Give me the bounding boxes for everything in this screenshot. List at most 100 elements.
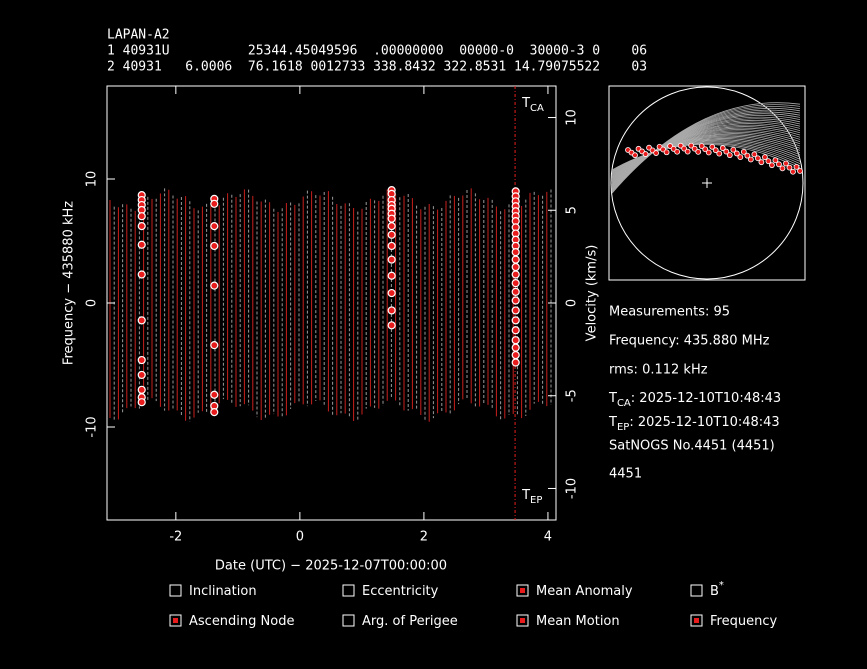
checkbox[interactable]: true xyxy=(169,614,182,627)
x-tick-label: 2 xyxy=(420,530,428,545)
x-tick-label: 4 xyxy=(544,530,552,545)
option[interactable]: true Mean Motion xyxy=(516,614,620,629)
symbol: T xyxy=(608,415,617,430)
x-tick-label: -2 xyxy=(169,530,182,545)
check-mark[interactable] xyxy=(694,618,699,623)
measurement-point xyxy=(511,343,520,352)
measurement-point xyxy=(511,306,520,315)
option-label[interactable]: Mean Motion xyxy=(536,614,620,629)
measurement-point xyxy=(210,341,219,350)
measurement-point xyxy=(511,358,520,367)
y-tick-label: 10 xyxy=(85,171,100,188)
measurement-point xyxy=(387,271,396,280)
measurement-point xyxy=(137,270,146,279)
x-tick-label: 0 xyxy=(296,530,304,545)
sky-plot xyxy=(608,85,806,281)
measurement-point xyxy=(511,270,520,279)
measurement-point xyxy=(137,370,146,380)
option[interactable]: false Eccentricity xyxy=(342,584,439,599)
measurement-point xyxy=(511,316,520,325)
option-label[interactable]: Frequency xyxy=(710,614,777,629)
measurement-point xyxy=(511,279,520,288)
checkbox[interactable]: false xyxy=(169,584,182,597)
option-label[interactable]: Mean Anomaly xyxy=(536,584,633,599)
subscript: EP xyxy=(617,422,629,433)
label[interactable]: Mean Anomaly xyxy=(536,584,633,599)
subscript-label: TEP: 2025-12-10T10:48:43 xyxy=(608,415,780,434)
header-line: 1 40931U 25344.45049596 .00000000 00000-… xyxy=(107,44,647,59)
y-axis-label: Frequency − 435880 kHz xyxy=(62,201,77,365)
measurement-point xyxy=(210,241,219,251)
plot-frame xyxy=(106,85,557,521)
measurement-point xyxy=(387,222,396,231)
label[interactable]: Frequency xyxy=(710,614,777,629)
measurement-point xyxy=(210,408,219,417)
option[interactable]: false Arg. of Perigee xyxy=(342,614,458,629)
measurement-point xyxy=(210,222,219,231)
measurement-point xyxy=(387,306,396,315)
option-label[interactable]: Ascending Node xyxy=(189,614,294,629)
y-tick-label: 0 xyxy=(85,299,100,307)
option[interactable]: false Inclination xyxy=(169,584,257,599)
checkbox[interactable]: true xyxy=(690,614,703,627)
superscript[interactable]: * xyxy=(719,580,724,591)
measurement-point xyxy=(137,355,146,365)
measurement-point xyxy=(387,255,396,264)
check-mark[interactable] xyxy=(520,618,525,623)
check-mark[interactable] xyxy=(173,618,178,623)
measurement-point xyxy=(387,230,396,239)
measurement-point xyxy=(511,326,520,335)
station-id: 4451 xyxy=(609,467,642,482)
subscript-label: TCA: 2025-12-10T10:48:43 xyxy=(608,391,781,410)
checkbox[interactable]: false xyxy=(690,584,703,597)
y2-tick-label: 0 xyxy=(565,299,580,307)
symbol: T xyxy=(521,488,530,503)
label[interactable]: Mean Motion xyxy=(536,614,620,629)
measurement-point xyxy=(387,321,396,330)
info-line: Frequency: 435.880 MHz xyxy=(609,334,770,349)
option[interactable]: true Mean Anomaly xyxy=(516,584,633,599)
subscript: EP xyxy=(530,495,542,506)
option-label[interactable]: B* xyxy=(710,580,724,599)
measurement-point xyxy=(137,222,146,231)
model-curves xyxy=(109,188,552,422)
option-label[interactable]: Inclination xyxy=(189,584,257,599)
symbol: T xyxy=(608,391,617,406)
label[interactable]: Ascending Node xyxy=(189,614,294,629)
label[interactable]: Arg. of Perigee xyxy=(362,614,458,629)
measurement-point xyxy=(137,212,146,221)
header-line: 2 40931 6.0006 76.1618 0012733 338.8432 … xyxy=(107,60,647,75)
label[interactable]: B xyxy=(710,584,719,599)
measurement-point xyxy=(137,240,146,249)
label[interactable]: Inclination xyxy=(189,584,257,599)
measurement-point xyxy=(387,288,396,298)
info-line: Measurements: 95 xyxy=(609,305,730,320)
measurement-point xyxy=(210,199,219,208)
check-mark[interactable] xyxy=(520,588,525,593)
measurement-point xyxy=(387,214,396,223)
measurement-point xyxy=(511,350,520,360)
subscript: CA xyxy=(617,398,631,409)
checkbox[interactable]: false xyxy=(342,614,355,627)
option[interactable]: false B* xyxy=(690,580,724,599)
y2-tick-label: -5 xyxy=(565,389,580,402)
subscript-label: TEP xyxy=(521,488,542,507)
y2-tick-label: -10 xyxy=(565,478,580,499)
measurement-point xyxy=(511,262,520,272)
x-axis-label: Date (UTC) − 2025-12-07T00:00:00 xyxy=(215,559,447,574)
station: SatNOGS No.4451 (4451) xyxy=(609,439,775,454)
subscript: CA xyxy=(530,103,544,114)
measurement-point xyxy=(511,296,520,305)
checkbox[interactable]: true xyxy=(516,584,529,597)
option[interactable]: true Ascending Node xyxy=(169,614,294,629)
checkbox[interactable]: false xyxy=(342,584,355,597)
option-label[interactable]: Arg. of Perigee xyxy=(362,614,458,629)
checkbox[interactable]: true xyxy=(516,614,529,627)
label[interactable]: Eccentricity xyxy=(362,584,439,599)
y2-tick-label: 5 xyxy=(565,206,580,214)
subscript-label: TCA xyxy=(521,96,544,115)
y-tick-label: -10 xyxy=(85,416,100,437)
option-label[interactable]: Eccentricity xyxy=(362,584,439,599)
measurement-point xyxy=(210,390,219,399)
option[interactable]: true Frequency xyxy=(690,614,777,629)
